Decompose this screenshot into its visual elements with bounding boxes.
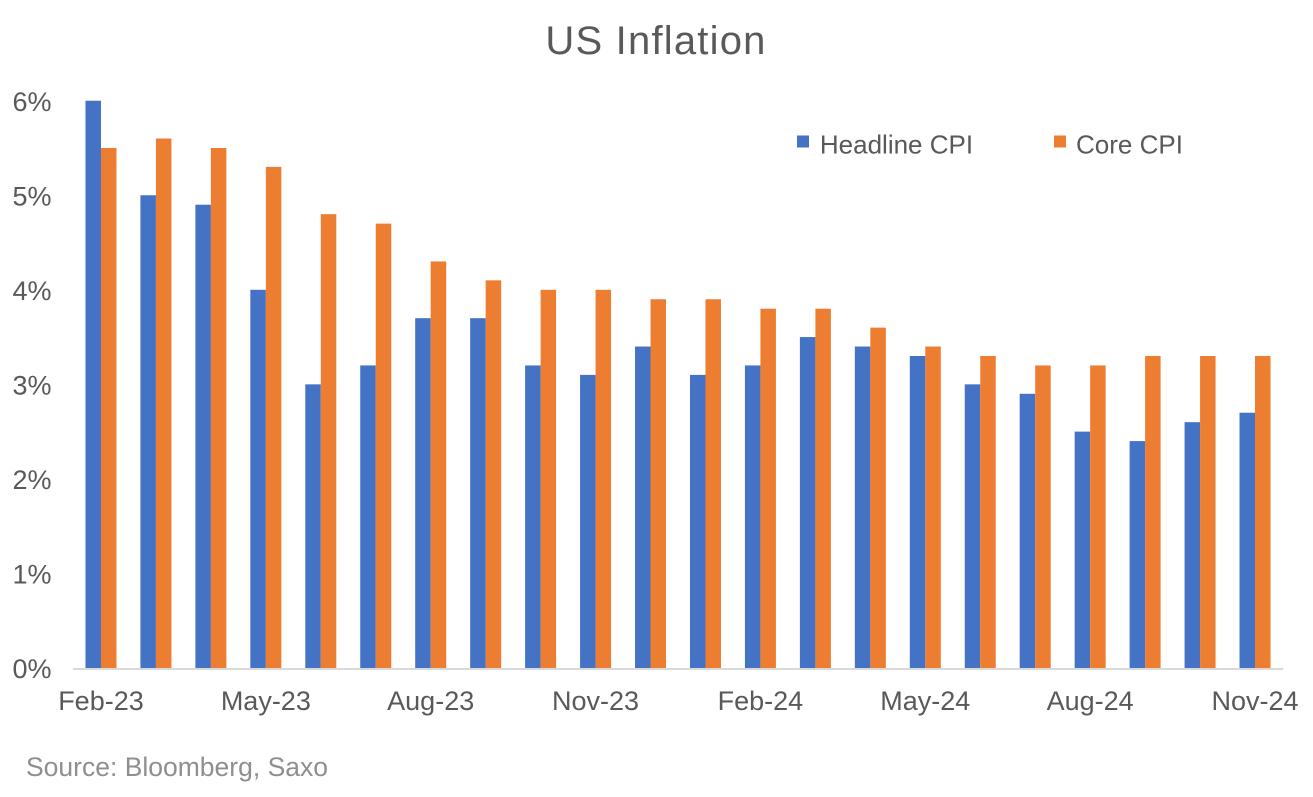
svg-text:Nov-24: Nov-24 — [1211, 686, 1298, 716]
svg-text:4%: 4% — [12, 276, 51, 306]
svg-text:1%: 1% — [12, 560, 51, 590]
svg-text:US Inflation: US Inflation — [545, 19, 766, 63]
svg-text:May-24: May-24 — [880, 686, 970, 716]
svg-text:Feb-23: Feb-23 — [58, 686, 144, 716]
svg-text:Aug-23: Aug-23 — [387, 686, 474, 716]
svg-text:5%: 5% — [12, 181, 51, 211]
svg-text:Aug-24: Aug-24 — [1047, 686, 1134, 716]
svg-text:0%: 0% — [12, 654, 51, 684]
svg-text:6%: 6% — [12, 87, 51, 117]
svg-text:Core CPI: Core CPI — [1076, 129, 1183, 159]
svg-text:3%: 3% — [12, 371, 51, 401]
svg-text:Source: Bloomberg, Saxo: Source: Bloomberg, Saxo — [26, 752, 328, 782]
svg-text:Headline CPI: Headline CPI — [820, 129, 973, 159]
svg-text:Feb-24: Feb-24 — [718, 686, 804, 716]
svg-text:Nov-23: Nov-23 — [552, 686, 639, 716]
svg-text:2%: 2% — [12, 465, 51, 495]
svg-text:May-23: May-23 — [221, 686, 311, 716]
